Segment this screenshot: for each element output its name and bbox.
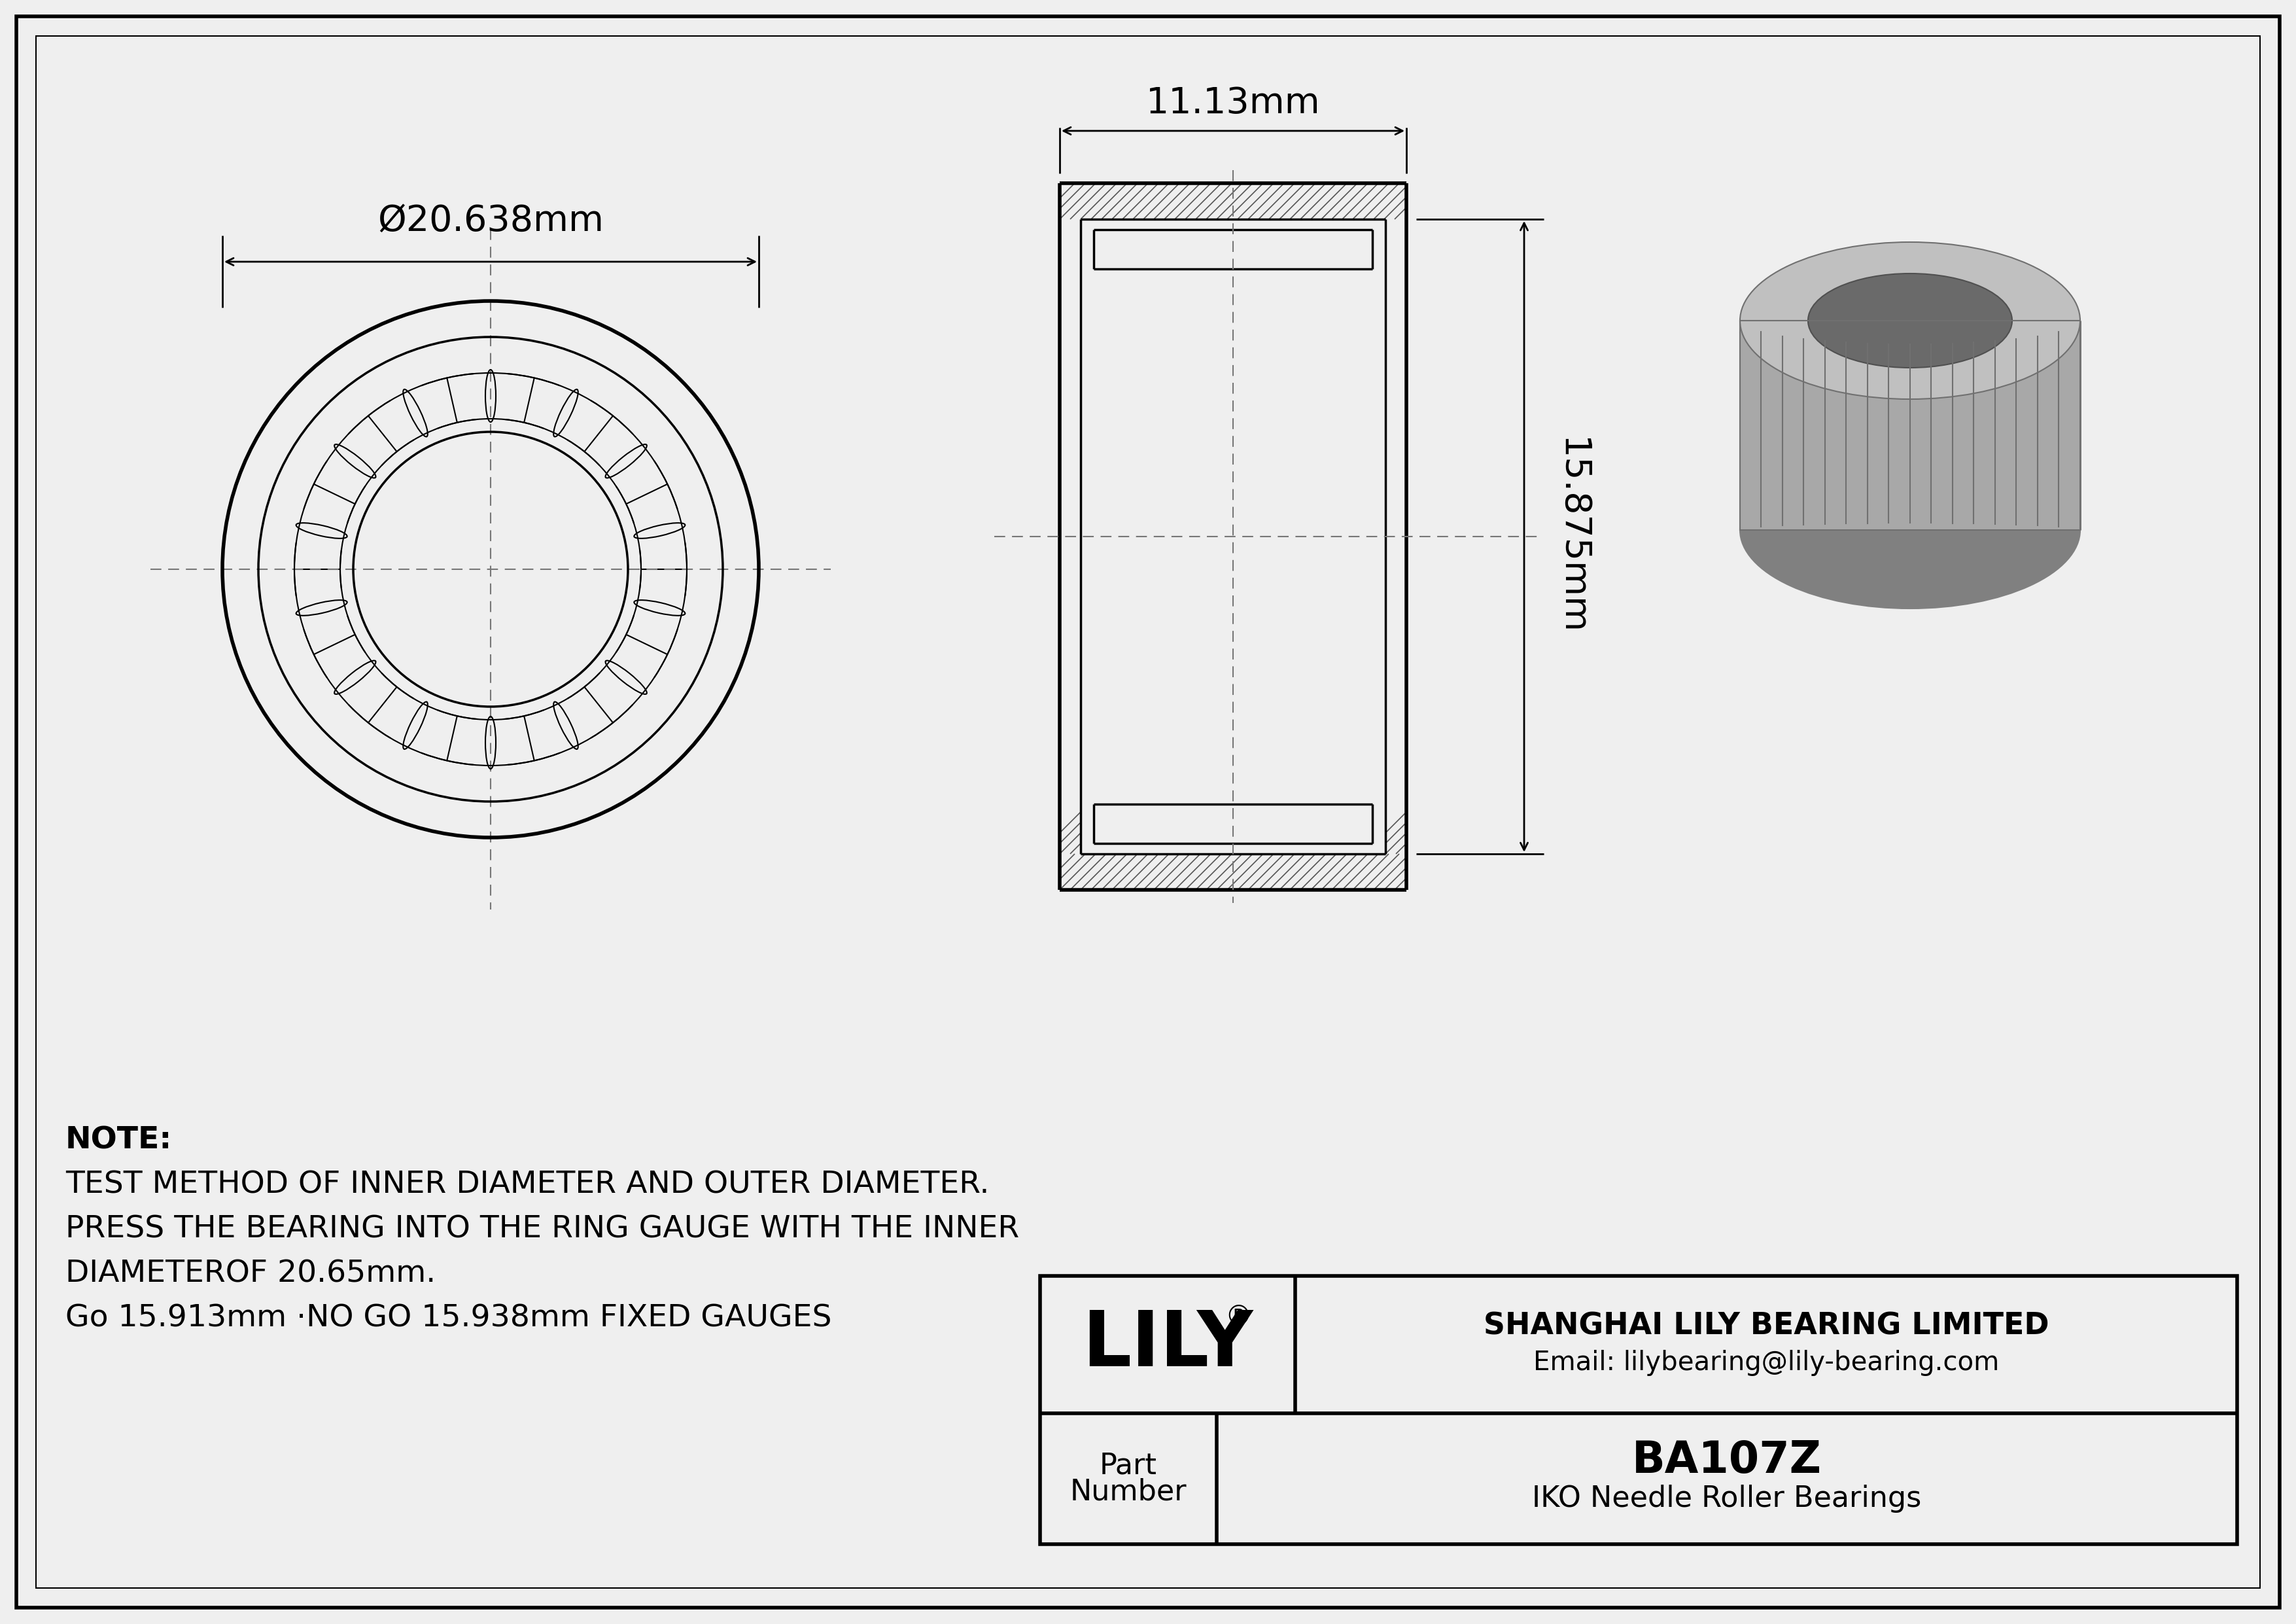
Text: 15.875mm: 15.875mm — [1554, 438, 1589, 635]
Text: Email: lilybearing@lily-bearing.com: Email: lilybearing@lily-bearing.com — [1534, 1350, 2000, 1376]
Text: PRESS THE BEARING INTO THE RING GAUGE WITH THE INNER: PRESS THE BEARING INTO THE RING GAUGE WI… — [64, 1215, 1019, 1244]
Bar — [1740, 320, 2080, 529]
Text: IKO Needle Roller Bearings: IKO Needle Roller Bearings — [1531, 1484, 1922, 1512]
Text: Go 15.913mm ·NO GO 15.938mm FIXED GAUGES: Go 15.913mm ·NO GO 15.938mm FIXED GAUGES — [64, 1304, 831, 1333]
Text: Ø20.638mm: Ø20.638mm — [377, 203, 604, 239]
Text: DIAMETEROF 20.65mm.: DIAMETEROF 20.65mm. — [64, 1259, 436, 1288]
Ellipse shape — [1740, 451, 2080, 609]
Text: SHANGHAI LILY BEARING LIMITED: SHANGHAI LILY BEARING LIMITED — [1483, 1312, 2048, 1341]
Bar — [1040, 1276, 2236, 1544]
Text: ®: ® — [1224, 1304, 1251, 1332]
Text: Part: Part — [1100, 1452, 1157, 1479]
Text: 11.13mm: 11.13mm — [1146, 86, 1320, 122]
Ellipse shape — [1740, 242, 2080, 400]
Text: BA107Z: BA107Z — [1632, 1439, 1821, 1483]
Bar — [1740, 320, 2080, 529]
Text: Number: Number — [1070, 1478, 1187, 1505]
Ellipse shape — [1807, 273, 2011, 367]
Text: LILY: LILY — [1081, 1307, 1254, 1382]
Text: TEST METHOD OF INNER DIAMETER AND OUTER DIAMETER.: TEST METHOD OF INNER DIAMETER AND OUTER … — [64, 1169, 990, 1200]
Bar — [1740, 320, 2080, 529]
Text: NOTE:: NOTE: — [64, 1125, 172, 1155]
